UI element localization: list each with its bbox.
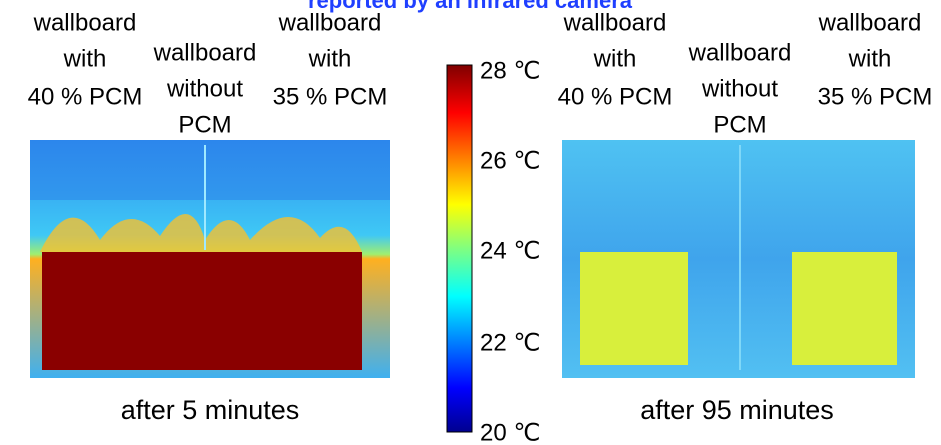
label: wallboard xyxy=(278,9,382,36)
caption: after 95 minutes xyxy=(640,395,834,425)
image-region xyxy=(792,252,897,365)
colorbar-tick-label: 24 ℃ xyxy=(480,237,540,264)
label: 40 % PCM xyxy=(28,83,143,110)
colorbar xyxy=(447,65,472,432)
image-region xyxy=(580,252,688,365)
label: with xyxy=(848,45,892,72)
label: without xyxy=(166,75,243,102)
label: wallboard xyxy=(33,9,137,36)
colorbar-tick-label: 28 ℃ xyxy=(480,57,540,84)
image-region xyxy=(30,140,390,200)
colorbar-tick-label: 22 ℃ xyxy=(480,329,540,356)
figure: reported by an infrared camera wallboard… xyxy=(0,0,941,445)
label: 35 % PCM xyxy=(818,83,933,110)
colorbar-tick-label: 20 ℃ xyxy=(480,419,540,445)
label: wallboard xyxy=(153,39,257,66)
label: PCM xyxy=(713,111,766,138)
label: without xyxy=(701,75,778,102)
label: PCM xyxy=(178,111,231,138)
label: wallboard xyxy=(818,9,922,36)
caption: after 5 minutes xyxy=(121,395,300,425)
label: 40 % PCM xyxy=(558,83,673,110)
label: with xyxy=(593,45,637,72)
label: with xyxy=(308,45,352,72)
colorbar-tick-label: 26 ℃ xyxy=(480,147,540,174)
label: wallboard xyxy=(563,9,667,36)
label: wallboard xyxy=(688,39,792,66)
image-region xyxy=(42,252,362,370)
label: 35 % PCM xyxy=(273,83,388,110)
label: with xyxy=(63,45,107,72)
